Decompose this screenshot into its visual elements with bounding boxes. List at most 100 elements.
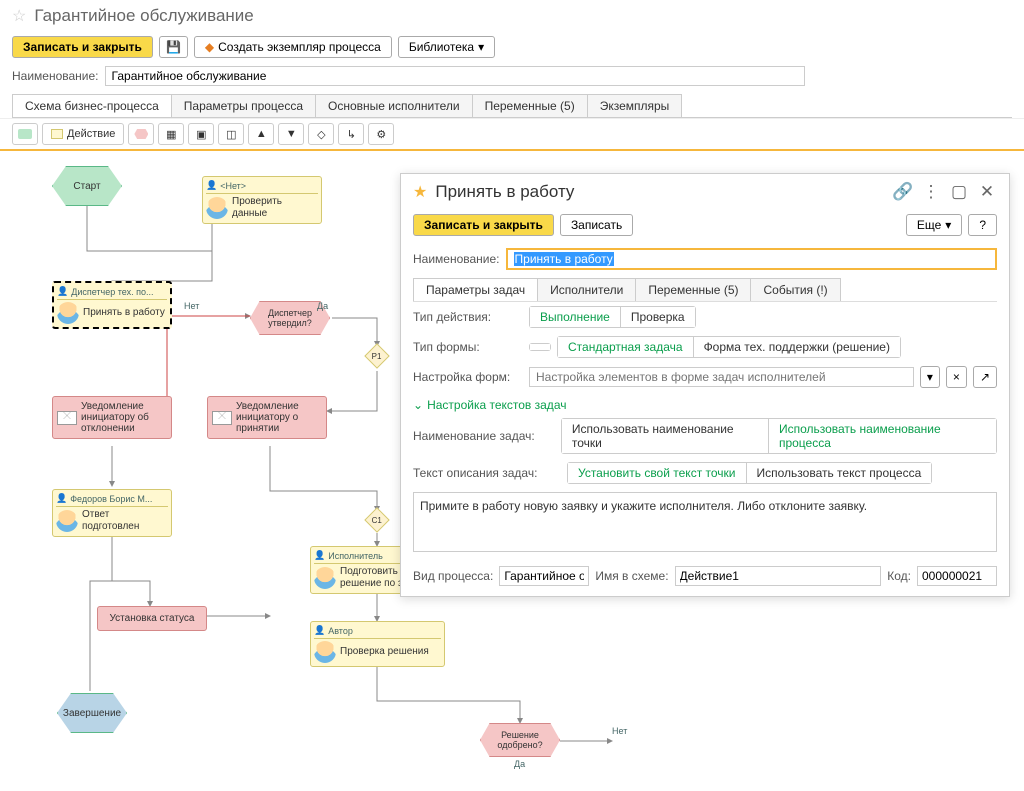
- task-desc-process[interactable]: Использовать текст процесса: [746, 462, 933, 484]
- notify-decline-node[interactable]: Уведомление инициатору об отклонении: [52, 396, 172, 439]
- naming-input[interactable]: [105, 66, 805, 86]
- link-icon[interactable]: 🔗: [893, 182, 913, 202]
- shape-6[interactable]: ◫: [218, 123, 244, 145]
- person-icon: [314, 641, 336, 663]
- dialog-tab-executors[interactable]: Исполнители: [537, 278, 636, 301]
- task-properties-dialog: ★ Принять в работу 🔗 ⋮ ▢ ✕ Записать и за…: [400, 173, 1010, 597]
- p1-gateway[interactable]: Р1: [364, 343, 389, 368]
- form-settings-open[interactable]: ↗: [973, 366, 997, 388]
- dialog-save-close-button[interactable]: Записать и закрыть: [413, 214, 554, 236]
- action-type-check[interactable]: Проверка: [620, 306, 696, 328]
- scheme-name-input[interactable]: [675, 566, 882, 586]
- chevron-down-icon: ⌄: [413, 398, 423, 412]
- library-dropdown[interactable]: Библиотека ▾: [398, 36, 495, 58]
- action-type-execution[interactable]: Выполнение: [529, 306, 621, 328]
- form-type-support-opt[interactable]: Форма тех. поддержки (решение): [693, 336, 901, 358]
- shape-5[interactable]: ▣: [188, 123, 214, 145]
- p1-label: Р1: [372, 351, 382, 360]
- yes-label-2: Да: [514, 759, 525, 769]
- answer-prepared-task[interactable]: 👤Федоров Борис М... Ответ подготовлен: [52, 489, 172, 537]
- notify-accept-text: Уведомление инициатору о принятии: [236, 401, 322, 434]
- tab-executors[interactable]: Основные исполнители: [315, 94, 473, 117]
- solution-approved-label: Решение одобрено?: [489, 730, 551, 750]
- form-type-standard-opt[interactable]: Стандартная задача: [557, 336, 694, 358]
- dialog-naming-input[interactable]: Принять в работу: [506, 248, 997, 270]
- form-settings-label: Настройка форм:: [413, 370, 523, 384]
- texts-header-label: Настройка текстов задач: [427, 398, 566, 412]
- form-settings-clear[interactable]: ×: [946, 366, 967, 388]
- dialog-more-button[interactable]: Еще ▾: [906, 214, 962, 236]
- shape-4[interactable]: ▦: [158, 123, 184, 145]
- dialog-help-button[interactable]: ?: [968, 214, 997, 236]
- proc-type-input[interactable]: [499, 566, 589, 586]
- main-tabs: Схема бизнес-процесса Параметры процесса…: [12, 94, 1012, 118]
- set-status-text: Установка статуса: [110, 613, 195, 624]
- code-label: Код:: [887, 569, 911, 583]
- task-desc-own[interactable]: Установить свой текст точки: [567, 462, 747, 484]
- close-icon[interactable]: ✕: [977, 182, 997, 202]
- dialog-tab-params[interactable]: Параметры задач: [413, 278, 538, 301]
- dialog-save-button[interactable]: Записать: [560, 214, 633, 236]
- envelope-icon: [212, 411, 232, 425]
- solution-approved-decision[interactable]: Решение одобрено?: [480, 723, 560, 757]
- dialog-naming-label: Наименование:: [413, 252, 500, 266]
- dialog-tab-events[interactable]: События (!): [750, 278, 840, 301]
- check-data-text: Проверить данные: [232, 196, 318, 220]
- approved-label: Диспетчер утвердил?: [259, 308, 321, 328]
- notify-accept-node[interactable]: Уведомление инициатору о принятии: [207, 396, 327, 439]
- finish-node[interactable]: Завершение: [57, 693, 127, 733]
- accept-work-task[interactable]: 👤Диспетчер тех. по... Принять в работу: [52, 281, 172, 329]
- envelope-icon: [57, 411, 77, 425]
- person-icon: [57, 302, 79, 324]
- tab-instances[interactable]: Экземпляры: [587, 94, 683, 117]
- save-close-button[interactable]: Записать и закрыть: [12, 36, 153, 58]
- tab-schema[interactable]: Схема бизнес-процесса: [12, 94, 172, 117]
- more-icon[interactable]: ⋮: [921, 182, 941, 202]
- shape-10[interactable]: ↳: [338, 123, 364, 145]
- c1-gateway[interactable]: С1: [364, 507, 389, 532]
- tab-variables[interactable]: Переменные (5): [472, 94, 588, 117]
- library-label: Библиотека: [409, 40, 474, 54]
- favorite-star-icon[interactable]: ☆: [12, 6, 26, 26]
- shape-action[interactable]: Действие: [42, 123, 124, 145]
- set-status-node[interactable]: Установка статуса: [97, 606, 207, 631]
- shape-11[interactable]: ⚙: [368, 123, 394, 145]
- person-icon: [206, 197, 228, 219]
- form-settings-dropdown[interactable]: ▾: [920, 366, 940, 388]
- proc-type-label: Вид процесса:: [413, 569, 493, 583]
- task-name-process[interactable]: Использовать наименование процесса: [768, 418, 997, 454]
- texts-section-header[interactable]: ⌄ Настройка текстов задач: [401, 392, 1009, 414]
- create-instance-label: Создать экземпляр процесса: [218, 40, 381, 54]
- form-settings-input[interactable]: [529, 367, 914, 387]
- check-solution-text: Проверка решения: [340, 646, 429, 658]
- task-name-point[interactable]: Использовать наименование точки: [561, 418, 769, 454]
- start-node[interactable]: Старт: [52, 166, 122, 206]
- shape-8[interactable]: ▼: [278, 123, 304, 145]
- dialog-tabs: Параметры задач Исполнители Переменные (…: [413, 278, 997, 302]
- dialog-tab-variables[interactable]: Переменные (5): [635, 278, 751, 301]
- form-type-standard[interactable]: [529, 343, 551, 351]
- shape-7[interactable]: ▲: [248, 123, 274, 145]
- form-type-label: Тип формы:: [413, 340, 523, 354]
- shape-9[interactable]: ◇: [308, 123, 334, 145]
- description-textarea[interactable]: Примите в работу новую заявку и укажите …: [413, 492, 997, 552]
- dialog-naming-value: Принять в работу: [514, 252, 614, 266]
- maximize-icon[interactable]: ▢: [949, 182, 969, 202]
- page-title: Гарантийное обслуживание: [34, 6, 253, 26]
- code-input[interactable]: [917, 566, 997, 586]
- check-data-task[interactable]: 👤<Нет> Проверить данные: [202, 176, 322, 224]
- shape-toolbar: Действие ▦ ▣ ◫ ▲ ▼ ◇ ↳ ⚙: [0, 118, 1024, 151]
- shape-hex[interactable]: [128, 123, 154, 145]
- dialog-star-icon[interactable]: ★: [413, 182, 427, 202]
- save-button[interactable]: 💾: [159, 36, 188, 58]
- create-instance-button[interactable]: ◆Создать экземпляр процесса: [194, 36, 392, 58]
- check-solution-task[interactable]: 👤Автор Проверка решения: [310, 621, 445, 667]
- no-label-2: Нет: [612, 726, 627, 736]
- dialog-title: Принять в работу: [435, 182, 574, 202]
- c1-label: С1: [372, 515, 382, 524]
- notify-decline-text: Уведомление инициатору об отклонении: [81, 401, 167, 434]
- person-icon: [314, 567, 336, 589]
- shape-rect[interactable]: [12, 123, 38, 145]
- yes-label: Да: [317, 301, 328, 311]
- tab-params[interactable]: Параметры процесса: [171, 94, 316, 117]
